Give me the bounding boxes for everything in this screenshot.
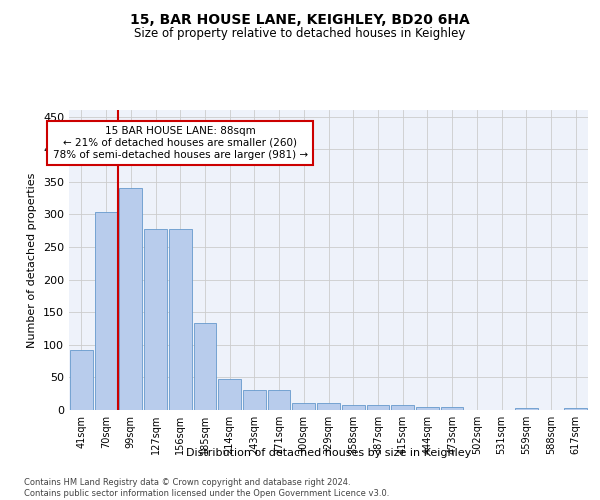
- Bar: [515, 408, 538, 410]
- Y-axis label: Number of detached properties: Number of detached properties: [28, 172, 37, 348]
- Text: Contains HM Land Registry data © Crown copyright and database right 2024.
Contai: Contains HM Land Registry data © Crown c…: [24, 478, 389, 498]
- Bar: [144, 230, 167, 410]
- Bar: [95, 212, 118, 410]
- Bar: [194, 324, 216, 410]
- Bar: [416, 408, 439, 410]
- Bar: [564, 408, 587, 410]
- Text: Distribution of detached houses by size in Keighley: Distribution of detached houses by size …: [186, 448, 472, 458]
- Bar: [391, 405, 414, 410]
- Text: Size of property relative to detached houses in Keighley: Size of property relative to detached ho…: [134, 28, 466, 40]
- Bar: [70, 350, 93, 410]
- Bar: [367, 405, 389, 410]
- Bar: [169, 230, 191, 410]
- Bar: [119, 188, 142, 410]
- Bar: [317, 404, 340, 410]
- Bar: [243, 390, 266, 410]
- Bar: [292, 404, 315, 410]
- Text: 15 BAR HOUSE LANE: 88sqm
← 21% of detached houses are smaller (260)
78% of semi-: 15 BAR HOUSE LANE: 88sqm ← 21% of detach…: [53, 126, 308, 160]
- Bar: [268, 390, 290, 410]
- Text: 15, BAR HOUSE LANE, KEIGHLEY, BD20 6HA: 15, BAR HOUSE LANE, KEIGHLEY, BD20 6HA: [130, 12, 470, 26]
- Bar: [342, 405, 365, 410]
- Bar: [441, 408, 463, 410]
- Bar: [218, 380, 241, 410]
